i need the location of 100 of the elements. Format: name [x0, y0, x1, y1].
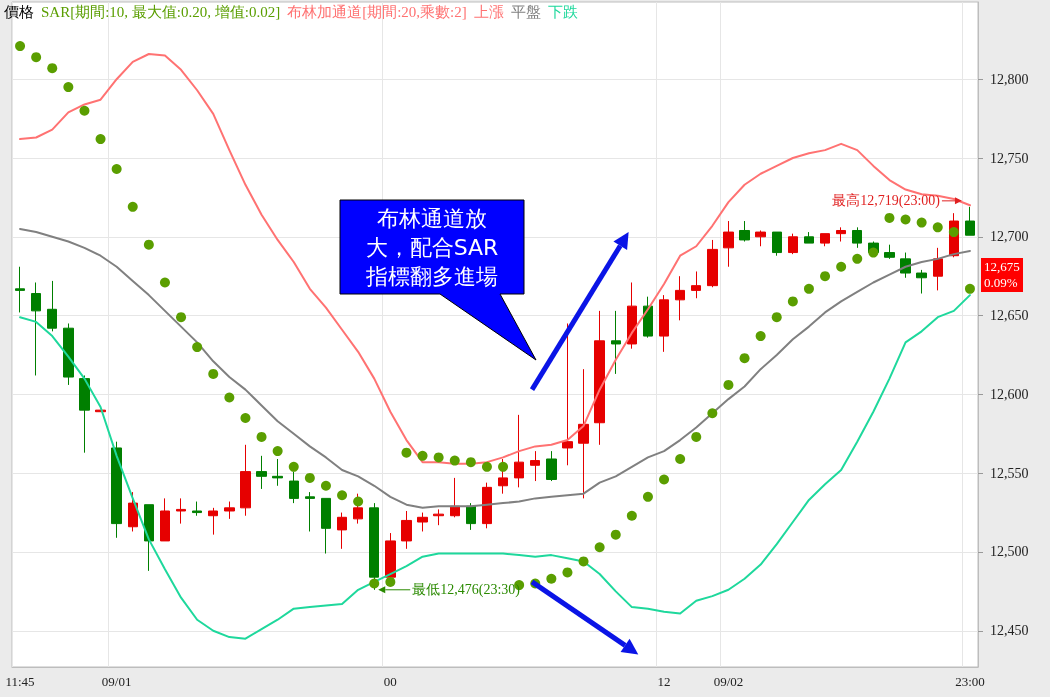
candlestick	[289, 471, 299, 504]
text: 12,675 0.09%	[981, 258, 1023, 292]
candlestick	[353, 493, 363, 525]
candlestick	[530, 450, 540, 482]
text: 上漲	[473, 4, 504, 20]
point	[691, 431, 702, 442]
candlestick	[755, 230, 766, 247]
point	[675, 453, 686, 464]
candlestick	[63, 322, 74, 386]
point	[353, 496, 364, 507]
candlestick	[627, 282, 637, 350]
point	[610, 529, 621, 540]
point	[578, 556, 589, 567]
point	[884, 212, 895, 223]
candlestick	[594, 310, 605, 446]
candlestick	[643, 296, 653, 339]
y-tick-label: 12,750	[990, 150, 1029, 166]
x-tick-label: 09/01	[101, 674, 132, 689]
candlestick	[578, 368, 589, 499]
candlestick	[804, 231, 814, 244]
point	[964, 283, 975, 294]
point	[852, 253, 863, 264]
candlestick	[514, 414, 524, 488]
x-tick-label: 12	[657, 674, 671, 689]
point	[707, 408, 718, 419]
x-tick-label: 23:00	[955, 674, 985, 689]
point	[417, 450, 428, 461]
candlestick	[305, 491, 315, 532]
candlestick	[240, 444, 251, 517]
point	[240, 413, 251, 424]
y-tick-label: 12,550	[990, 465, 1029, 481]
point	[385, 576, 396, 587]
candlestick	[128, 491, 138, 532]
point	[481, 461, 492, 472]
point	[127, 201, 138, 212]
text: 平盤	[510, 4, 541, 20]
candlestick	[482, 482, 492, 529]
candlestick	[820, 233, 830, 247]
point	[755, 331, 766, 342]
point	[803, 283, 814, 294]
point	[63, 82, 74, 93]
candlestick	[723, 220, 734, 268]
point	[111, 164, 122, 175]
candlestick	[47, 280, 57, 332]
point	[723, 379, 734, 390]
candlestick	[176, 497, 186, 525]
y-tick-label: 12,600	[990, 386, 1029, 402]
point	[176, 312, 187, 323]
candlestick	[933, 247, 943, 291]
point	[288, 461, 299, 472]
point	[562, 567, 573, 578]
point	[771, 312, 782, 323]
point	[546, 573, 557, 584]
candlestick	[707, 239, 718, 288]
candlestick	[659, 294, 669, 353]
legend-title: 價格	[4, 4, 34, 20]
point	[208, 368, 219, 379]
point	[900, 214, 911, 225]
candlestick	[562, 322, 573, 466]
point	[31, 52, 42, 63]
candlestick	[916, 269, 927, 295]
point	[192, 342, 203, 353]
point	[948, 227, 959, 238]
y-tick-label: 12,700	[990, 229, 1029, 245]
point	[449, 455, 460, 466]
candlestick	[417, 512, 428, 532]
candlestick	[546, 450, 557, 482]
y-tick-label: 12,500	[990, 544, 1029, 560]
annotation: 布林加通道[期間:20,乘數:2]	[287, 4, 467, 20]
point	[47, 63, 58, 74]
point	[594, 542, 605, 553]
point	[304, 472, 315, 483]
point	[79, 105, 90, 116]
candlestick	[160, 497, 170, 542]
candlestick	[144, 504, 154, 572]
point	[836, 261, 847, 272]
candlestick	[772, 231, 782, 257]
point	[787, 296, 798, 307]
candlestick	[884, 244, 895, 260]
point	[465, 457, 476, 468]
point	[659, 474, 670, 485]
x-tick-label: 11:45	[5, 674, 35, 689]
point	[433, 452, 444, 463]
point	[626, 510, 637, 521]
annotation: 最低12,476(23:30)	[412, 580, 520, 599]
point	[159, 277, 170, 288]
candlestick	[691, 270, 701, 299]
annotation: 最高12,719(23:00)	[832, 191, 940, 210]
candlestick	[498, 458, 508, 495]
point	[369, 578, 380, 589]
candlestick	[965, 206, 975, 236]
point	[498, 461, 509, 472]
y-tick-label: 12,450	[990, 623, 1029, 639]
point	[916, 217, 927, 228]
point	[401, 447, 412, 458]
text: 下跌	[547, 4, 578, 20]
candlestick	[836, 226, 846, 243]
candlestick	[466, 502, 476, 531]
point	[95, 134, 106, 145]
candlestick	[739, 220, 750, 243]
